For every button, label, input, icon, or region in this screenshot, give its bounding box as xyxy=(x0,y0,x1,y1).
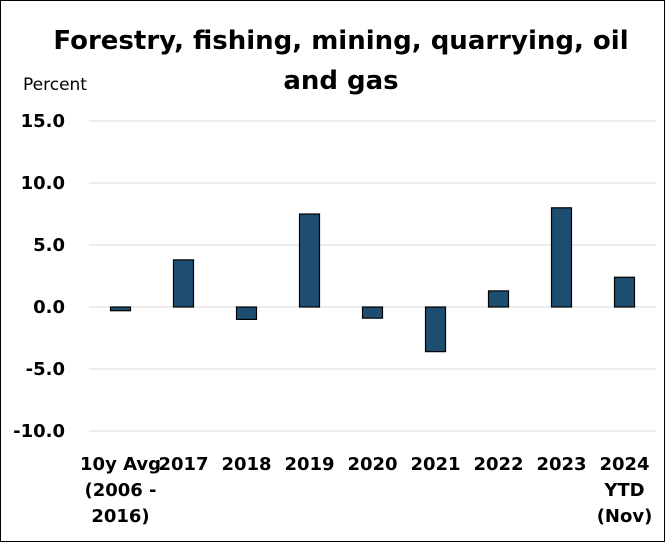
y-tick-label: 10.0 xyxy=(21,173,65,194)
x-tick-label: (Nov) xyxy=(597,506,653,527)
x-tick-label: 10y Avg xyxy=(80,454,161,475)
x-tick-label: 2018 xyxy=(221,454,271,475)
y-tick-label: -5.0 xyxy=(26,359,65,380)
y-tick-label: 5.0 xyxy=(33,235,65,256)
x-tick-label: 2019 xyxy=(284,454,334,475)
bar xyxy=(361,306,384,319)
x-tick-label: 2024 xyxy=(599,454,649,475)
x-tick-label: 2017 xyxy=(158,454,208,475)
x-tick-label: 2022 xyxy=(473,454,523,475)
bars xyxy=(109,207,636,353)
x-tick-label: 2021 xyxy=(410,454,460,475)
y-tick-labels: 15.0 10.0 5.0 0.0 -5.0 -10.0 xyxy=(13,111,65,442)
y-axis-label: Percent xyxy=(23,75,87,95)
bar xyxy=(550,207,573,308)
bar xyxy=(172,259,195,308)
y-tick-label: 0.0 xyxy=(33,297,65,318)
y-tick-label: 15.0 xyxy=(21,111,65,132)
bar xyxy=(298,213,321,308)
x-tick-label: YTD xyxy=(603,480,644,501)
x-tick-label: 2016) xyxy=(91,506,149,527)
x-tick-label: (2006 - xyxy=(84,480,156,501)
bar xyxy=(424,306,447,353)
bar xyxy=(235,306,258,320)
bar xyxy=(487,290,510,308)
x-tick-label: 2020 xyxy=(347,454,397,475)
bar xyxy=(613,276,636,308)
bar xyxy=(109,306,132,312)
y-tick-label: -10.0 xyxy=(13,421,65,442)
x-tick-labels: 10y Avg (2006 - 2016) 2017 2018 2019 2020 2021 2… xyxy=(80,454,652,527)
chart-title: Forestry, fishing, mining, quarrying, oi… xyxy=(53,26,629,96)
x-tick-label: 2023 xyxy=(536,454,586,475)
